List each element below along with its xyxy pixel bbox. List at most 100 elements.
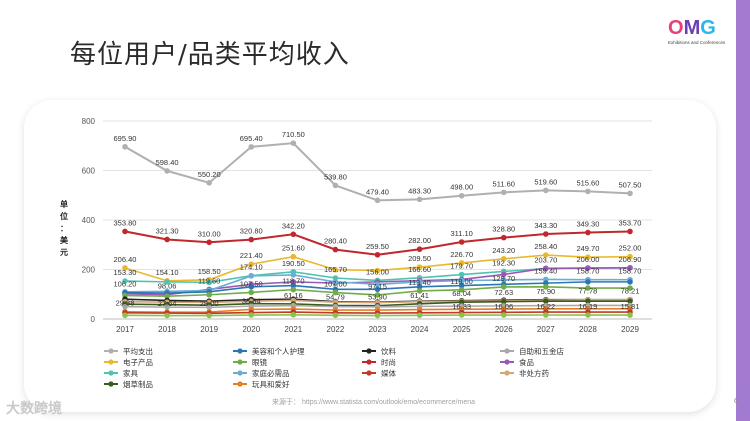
data-point xyxy=(290,282,297,289)
data-point xyxy=(164,279,170,285)
data-label: 321.30 xyxy=(156,226,179,235)
data-point xyxy=(164,236,170,243)
data-label: 29.38 xyxy=(116,299,135,308)
legend-swatch-marker xyxy=(108,381,114,387)
data-point xyxy=(416,279,423,285)
y-tick-label: 200 xyxy=(82,266,96,275)
data-point xyxy=(290,272,297,278)
data-point xyxy=(332,289,339,296)
data-label: 342.20 xyxy=(282,221,305,230)
x-tick-label: 2023 xyxy=(369,325,387,334)
data-label: 221.40 xyxy=(240,251,263,260)
legend-label: 自助和五金店 xyxy=(519,346,564,356)
data-point xyxy=(290,253,297,260)
data-point xyxy=(585,254,591,260)
data-point xyxy=(332,275,339,281)
legend-label: 非处方药 xyxy=(519,368,549,378)
data-label: 98.06 xyxy=(158,282,177,291)
data-point xyxy=(206,312,212,319)
data-label: 77.78 xyxy=(579,287,598,296)
y-tick-label: 600 xyxy=(82,167,96,176)
data-point xyxy=(500,298,507,305)
data-label: 695.40 xyxy=(240,134,263,143)
data-point xyxy=(290,140,297,146)
data-label: 158.70 xyxy=(576,267,599,276)
data-point xyxy=(500,312,507,318)
legend-swatch-marker xyxy=(237,348,243,354)
data-point xyxy=(500,189,507,196)
data-label: 353.70 xyxy=(619,218,642,227)
legend-swatch-marker xyxy=(366,348,372,354)
data-point xyxy=(627,190,633,197)
data-label: 16.19 xyxy=(579,302,598,311)
omg-logo: OMG Exhibitions and Conferences xyxy=(668,18,730,45)
data-label: 153.30 xyxy=(114,268,137,277)
data-label: 68.04 xyxy=(452,289,471,298)
data-label: 343.30 xyxy=(534,221,557,230)
y-tick-label: 0 xyxy=(91,315,96,324)
data-label: 16.06 xyxy=(494,302,513,311)
data-label: 249.70 xyxy=(576,244,599,253)
data-point xyxy=(458,299,465,305)
data-label: 507.50 xyxy=(619,180,642,189)
legend-swatch-marker xyxy=(366,359,372,365)
data-point xyxy=(374,251,381,258)
legend-label: 美容和个人护理 xyxy=(252,346,305,356)
x-tick-label: 2027 xyxy=(537,325,555,334)
data-point xyxy=(500,271,507,278)
data-point xyxy=(543,284,549,290)
logo-letter-o: O xyxy=(668,17,684,39)
data-label: 310.00 xyxy=(198,229,221,238)
data-point xyxy=(206,291,212,298)
data-label: 282.00 xyxy=(408,236,431,245)
data-point xyxy=(374,197,381,204)
data-label: 113.40 xyxy=(408,278,430,287)
x-tick-label: 2018 xyxy=(158,325,176,334)
data-label: 280.40 xyxy=(324,237,347,246)
data-label: 320.80 xyxy=(240,227,263,236)
data-point xyxy=(543,187,549,194)
source-citation[interactable]: 来源于： https://www.statista.com/outlook/em… xyxy=(272,399,476,406)
data-point xyxy=(500,277,507,283)
data-label: 179.70 xyxy=(450,262,473,271)
data-point xyxy=(248,236,255,243)
x-tick-label: 2022 xyxy=(327,325,345,334)
data-point xyxy=(627,279,633,285)
x-tick-label: 2026 xyxy=(495,325,513,334)
data-point xyxy=(122,228,128,235)
data-point xyxy=(585,279,591,285)
x-tick-label: 2025 xyxy=(453,325,471,334)
data-label: 598.40 xyxy=(156,158,179,167)
data-label: 118.00 xyxy=(450,277,472,286)
legend-label: 饮料 xyxy=(381,346,396,356)
data-point xyxy=(248,144,255,150)
data-label: 16.22 xyxy=(536,302,555,311)
data-label: 27.64 xyxy=(158,299,177,308)
data-point xyxy=(374,286,381,293)
legend-label: 玩具和爱好 xyxy=(252,379,290,389)
data-point xyxy=(416,196,423,203)
logo-subtitle: Exhibitions and Conferences xyxy=(668,40,726,45)
data-point xyxy=(543,252,549,258)
data-label: 156.00 xyxy=(366,267,389,276)
data-label: 97.15 xyxy=(368,282,387,291)
data-point xyxy=(585,298,591,304)
data-point xyxy=(122,312,128,319)
y-axis-label-char: 位 xyxy=(60,211,68,221)
data-point xyxy=(627,285,633,291)
data-point xyxy=(416,246,423,253)
legend-swatch-marker xyxy=(504,348,510,354)
data-label: 539.80 xyxy=(324,172,347,181)
data-point xyxy=(206,304,212,311)
y-axis-label-char: ： xyxy=(60,224,68,233)
data-point xyxy=(332,266,339,273)
slide-title: 每位用户/品类平均收入 xyxy=(70,40,350,70)
data-point xyxy=(627,312,633,318)
data-label: 252.00 xyxy=(619,244,642,253)
data-point xyxy=(164,293,170,300)
legend-swatch-marker xyxy=(504,359,510,365)
data-point xyxy=(164,304,170,310)
data-point xyxy=(458,271,465,278)
data-point xyxy=(458,239,465,245)
